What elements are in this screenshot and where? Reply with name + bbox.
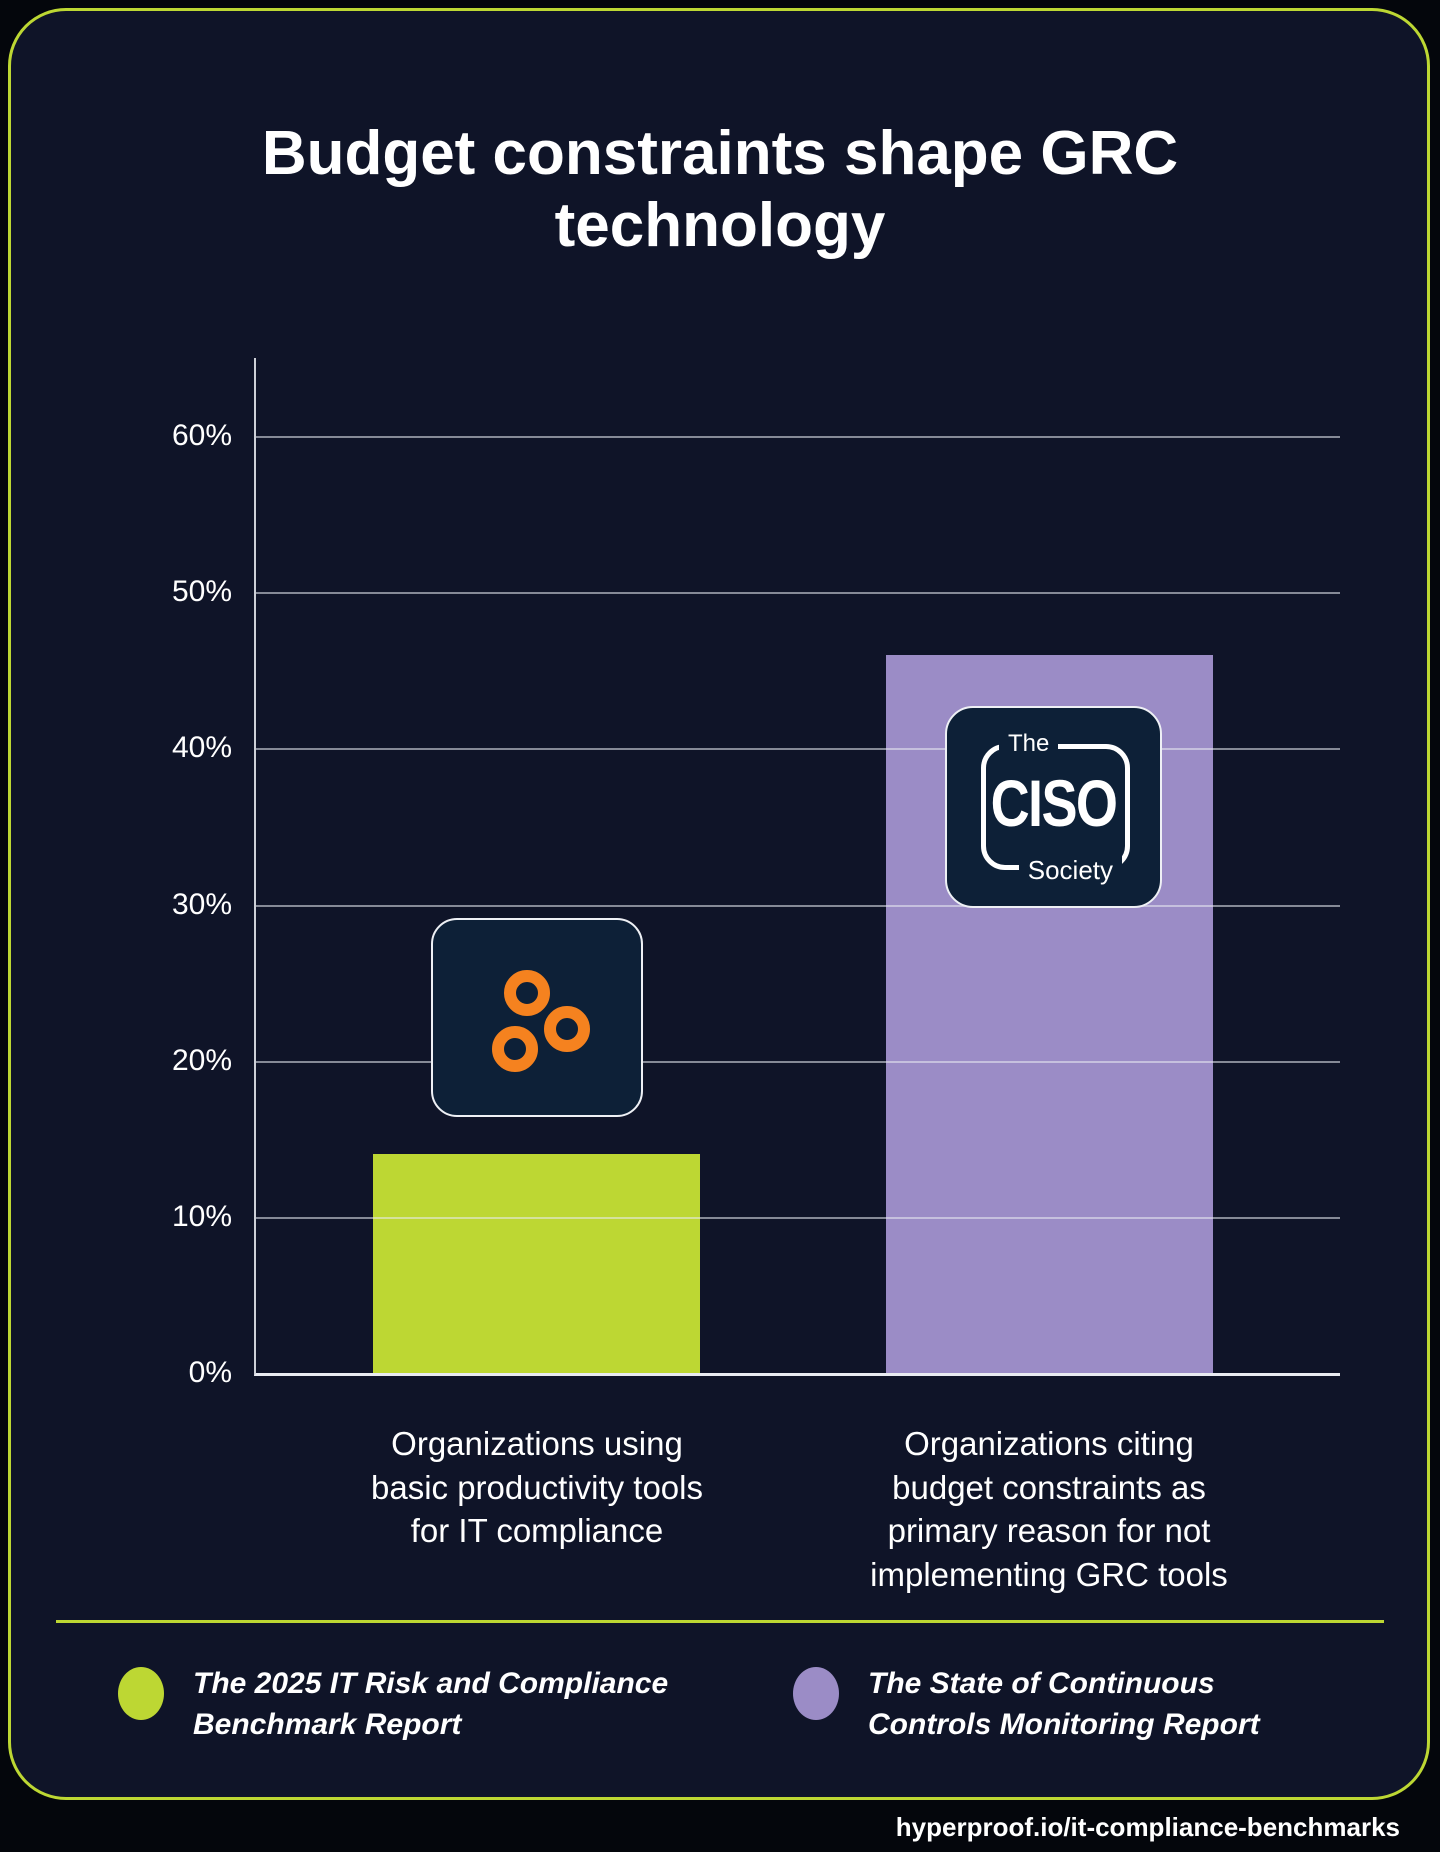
- category-label-productivity-tools: Organizations using basic productivity t…: [371, 1425, 703, 1550]
- hyperproof-ring-icon: [504, 970, 550, 1016]
- hyperproof-ring-icon: [544, 1006, 590, 1052]
- y-axis-tick-0%: 0%: [188, 1356, 232, 1389]
- bar-chart-plot: 0% 10% 20% 30% 40% 50% 60%: [172, 358, 1340, 1389]
- legend-label-ccm-report: The State of Continuous Controls Monitor…: [868, 1667, 1260, 1742]
- category-label-budget-constraints: Organizations citing budget constraints …: [870, 1425, 1228, 1593]
- ciso-logo-society-text: Society: [1018, 855, 1122, 885]
- legend-label-benchmark-report: The 2025 IT Risk and Compliance Benchmar…: [193, 1667, 669, 1742]
- gridline-60%: [256, 436, 1340, 439]
- y-axis-tick-60%: 60%: [171, 419, 232, 453]
- ciso-society-logo: The CISO Society: [945, 706, 1162, 908]
- bar-productivity-tools: [373, 1154, 700, 1373]
- hyperproof-logo: [431, 918, 643, 1117]
- y-axis-tick-40%: 40%: [171, 731, 232, 765]
- gridline-50%: [256, 592, 1340, 595]
- y-axis-tick-20%: 20%: [171, 1043, 232, 1077]
- legend-divider: [56, 1620, 1384, 1623]
- footer-url: hyperproof.io/it-compliance-benchmarks: [895, 1812, 1400, 1842]
- y-axis-tick-50%: 50%: [171, 575, 232, 609]
- legend-dot-ccm-report: [793, 1667, 839, 1720]
- gridline-10%: [256, 1216, 1340, 1219]
- ciso-logo-the-text: The: [999, 729, 1059, 759]
- gridline-30%: [256, 904, 1340, 907]
- y-axis-tick-10%: 10%: [171, 1199, 232, 1233]
- legend-dot-benchmark-report: [118, 1667, 164, 1720]
- ciso-logo-main-text: CISO: [990, 766, 1118, 841]
- y-axis-tick-30%: 30%: [171, 887, 232, 921]
- gridline-20%: [256, 1060, 1340, 1063]
- page-title: Budget constraints shape GRC technology: [261, 118, 1179, 261]
- gridline-40%: [256, 748, 1340, 751]
- hyperproof-ring-icon: [492, 1026, 538, 1072]
